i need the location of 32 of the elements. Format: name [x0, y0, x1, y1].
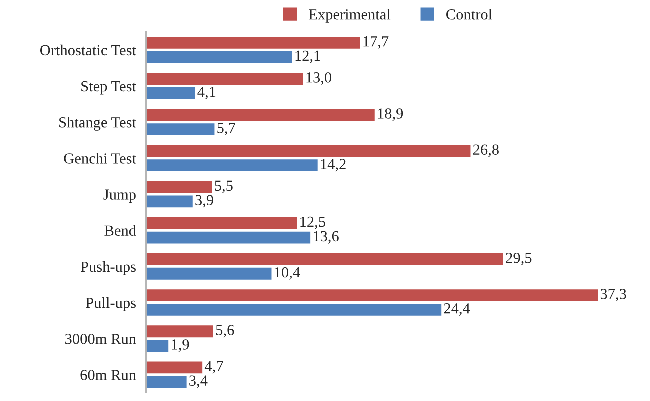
data-label: 1,9	[172, 340, 190, 352]
data-label: 5,7	[218, 123, 236, 136]
y-tick-label: Shtange Test	[60, 117, 136, 131]
data-label: 26,8	[473, 144, 499, 158]
data-label: 5,5	[215, 180, 233, 194]
legend-label: Experimental	[309, 9, 391, 23]
data-label: 3,9	[196, 195, 214, 208]
data-label: 12,5	[300, 216, 326, 230]
data-label: 17,7	[364, 36, 389, 49]
y-tick-label: Bend	[104, 225, 136, 236]
y-tick-label: Step Test	[82, 81, 136, 95]
data-label: 37,3	[600, 289, 626, 302]
data-label: 29,5	[506, 253, 532, 266]
y-tick-label: 3000m Run	[66, 334, 136, 344]
y-tick-label: Jump	[104, 190, 136, 204]
data-label: 4,1	[198, 87, 216, 100]
data-label: 18,9	[378, 108, 404, 122]
data-label: 4,7	[204, 361, 224, 374]
y-tick-label: 60m Run	[80, 370, 136, 380]
data-label: 3,4	[190, 376, 208, 388]
data-label: 12,1	[296, 50, 320, 64]
data-label: 13,6	[314, 231, 339, 244]
y-tick-label: Genchi Test	[64, 153, 136, 164]
y-tick-label: Pull-ups	[86, 297, 136, 312]
data-label: 14,2	[321, 159, 346, 172]
y-tick-label: Orthostatic Test	[40, 44, 136, 56]
data-label: 5,6	[216, 325, 234, 338]
data-label: 10,4	[275, 267, 300, 280]
legend-label: Control	[446, 9, 492, 20]
data-label: 13,0	[306, 72, 332, 86]
data-label: 24,4	[444, 304, 470, 316]
y-tick-label: Push-ups	[80, 261, 136, 276]
